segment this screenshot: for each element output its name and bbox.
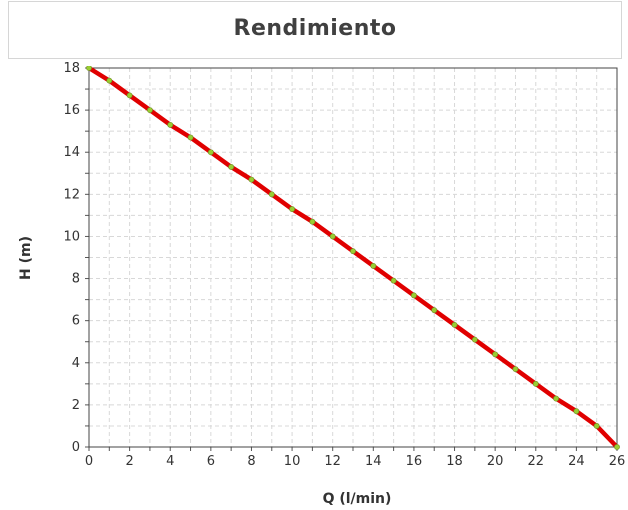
data-point <box>390 277 397 284</box>
grid-layer <box>89 68 617 447</box>
x-tick-label: 2 <box>125 454 133 469</box>
data-point <box>207 149 214 156</box>
x-tick-label: 0 <box>85 454 93 469</box>
data-point <box>329 233 336 240</box>
data-point <box>431 307 438 314</box>
y-tick-label: 4 <box>72 356 80 371</box>
y-tick-label: 2 <box>72 398 80 413</box>
y-tick-label: 10 <box>63 229 80 244</box>
data-point <box>471 336 478 343</box>
x-tick-label: 22 <box>527 454 544 469</box>
x-tick-label: 6 <box>207 454 215 469</box>
data-point <box>614 444 620 450</box>
data-point <box>126 92 133 99</box>
data-point <box>573 408 580 415</box>
data-point <box>228 164 235 170</box>
x-axis-title: Q (l/min) <box>323 491 392 507</box>
data-point <box>593 423 600 429</box>
data-point <box>187 134 194 141</box>
x-tick-label: 18 <box>446 454 463 469</box>
x-tick-label: 12 <box>324 454 341 469</box>
y-axis-title: H (m) <box>18 236 34 280</box>
data-point <box>289 206 295 212</box>
x-tick-label: 24 <box>568 454 585 469</box>
data-point <box>411 292 417 299</box>
data-point <box>268 191 275 198</box>
plot-border <box>88 67 618 448</box>
data-point <box>350 248 356 255</box>
y-tick-label: 0 <box>72 440 80 455</box>
x-tick-label: 4 <box>166 454 174 469</box>
data-point <box>106 77 113 84</box>
y-tick-label: 18 <box>63 61 80 76</box>
y-tick-label: 12 <box>63 187 80 202</box>
y-tick-label: 14 <box>63 145 80 160</box>
y-tick-label: 8 <box>72 272 80 287</box>
data-point <box>451 321 458 328</box>
data-point <box>370 263 377 269</box>
data-point <box>532 380 539 387</box>
x-tick-label: 16 <box>406 454 423 469</box>
y-tick-label: 16 <box>63 103 80 118</box>
x-tick-label: 20 <box>487 454 504 469</box>
data-point <box>553 395 559 402</box>
chart-title-box: Rendimiento <box>8 1 622 59</box>
x-tick-label: 14 <box>365 454 382 469</box>
data-point <box>147 107 153 114</box>
data-point <box>512 366 519 372</box>
data-point <box>492 351 499 358</box>
y-tick-label: 6 <box>72 314 80 329</box>
data-point <box>309 218 316 225</box>
x-tick-label: 10 <box>284 454 301 469</box>
data-point <box>167 121 174 128</box>
data-point <box>248 176 255 183</box>
chart-title: Rendimiento <box>233 16 397 41</box>
axes-layer <box>85 67 618 451</box>
data-point <box>86 66 92 71</box>
series-layer <box>86 66 620 450</box>
x-tick-label: 26 <box>609 454 626 469</box>
x-tick-label: 8 <box>247 454 255 469</box>
